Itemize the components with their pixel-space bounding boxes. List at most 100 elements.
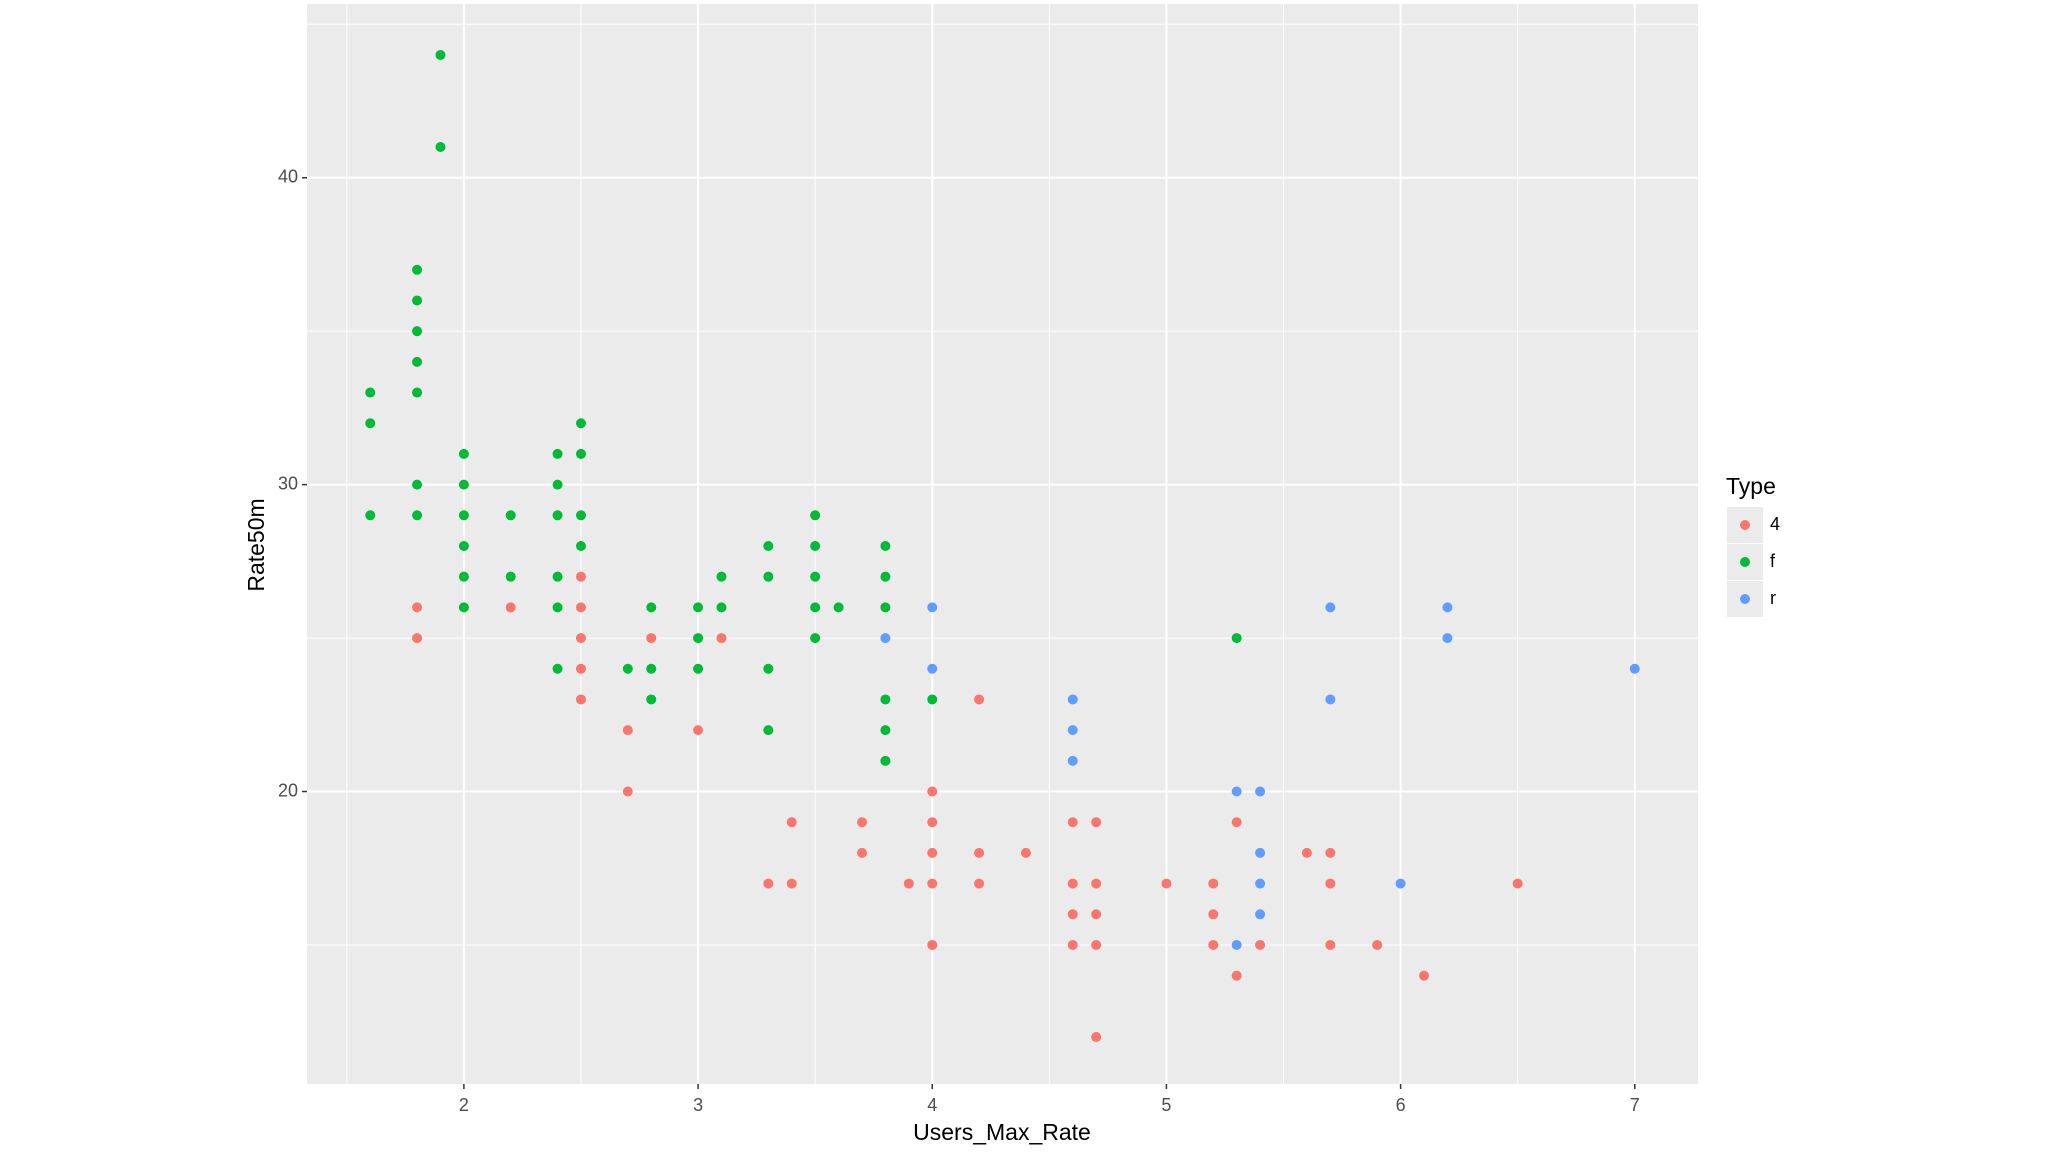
point: [927, 786, 938, 797]
legend-marker: [1740, 520, 1750, 530]
point: [1325, 602, 1336, 613]
point: [927, 817, 938, 828]
point: [505, 510, 516, 521]
point: [1067, 939, 1078, 950]
y-tick-label: 20: [278, 780, 298, 800]
point: [646, 602, 657, 613]
point: [1512, 878, 1523, 889]
point: [763, 540, 774, 551]
point: [458, 448, 469, 459]
y-tick-label: 30: [278, 473, 298, 493]
point: [575, 510, 586, 521]
point: [880, 755, 891, 766]
legend-label: r: [1770, 588, 1776, 608]
point: [646, 633, 657, 644]
point: [1255, 909, 1266, 920]
point: [435, 49, 446, 60]
point: [880, 602, 891, 613]
point: [435, 142, 446, 153]
point: [1067, 909, 1078, 920]
point: [974, 878, 985, 889]
point: [1067, 755, 1078, 766]
point: [856, 817, 867, 828]
point: [1395, 878, 1406, 889]
point: [1091, 939, 1102, 950]
y-axis-label: Rate50m: [243, 498, 269, 591]
point: [810, 602, 821, 613]
point: [1091, 1032, 1102, 1043]
point: [1325, 694, 1336, 705]
point: [1208, 878, 1219, 889]
point: [552, 510, 563, 521]
point: [716, 571, 727, 582]
point: [786, 817, 797, 828]
point: [1231, 633, 1242, 644]
point: [365, 510, 376, 521]
y-tick-label: 40: [278, 166, 298, 186]
x-tick-label: 4: [927, 1095, 937, 1115]
point: [575, 663, 586, 674]
point: [927, 663, 938, 674]
point: [833, 602, 844, 613]
point: [1442, 633, 1453, 644]
point: [927, 847, 938, 858]
point: [412, 602, 423, 613]
point: [412, 295, 423, 306]
point: [810, 540, 821, 551]
point: [974, 847, 985, 858]
point: [646, 663, 657, 674]
point: [552, 448, 563, 459]
point: [1629, 663, 1640, 674]
point: [575, 448, 586, 459]
point: [622, 725, 633, 736]
point: [1442, 602, 1453, 613]
point: [505, 571, 516, 582]
point: [856, 847, 867, 858]
point: [1255, 786, 1266, 797]
point: [412, 510, 423, 521]
plot-area: [307, 4, 1698, 1084]
point: [412, 479, 423, 490]
point: [1419, 970, 1430, 981]
point: [412, 387, 423, 398]
point: [622, 786, 633, 797]
point: [505, 602, 516, 613]
point: [458, 510, 469, 521]
point: [458, 479, 469, 490]
point: [458, 540, 469, 551]
point: [1091, 817, 1102, 828]
point: [1067, 725, 1078, 736]
point: [575, 571, 586, 582]
point: [1231, 817, 1242, 828]
point: [1067, 694, 1078, 705]
x-tick-label: 2: [459, 1095, 469, 1115]
point: [880, 571, 891, 582]
point: [1067, 817, 1078, 828]
legend-marker: [1740, 557, 1750, 567]
point: [412, 326, 423, 337]
point: [810, 510, 821, 521]
point: [1372, 939, 1383, 950]
x-tick-label: 7: [1630, 1095, 1640, 1115]
point: [1255, 878, 1266, 889]
point: [1067, 878, 1078, 889]
point: [786, 878, 797, 889]
point: [575, 633, 586, 644]
point: [1091, 878, 1102, 889]
point: [552, 602, 563, 613]
point: [412, 356, 423, 367]
point: [1325, 939, 1336, 950]
point: [810, 571, 821, 582]
point: [880, 633, 891, 644]
point: [575, 694, 586, 705]
legend-label: f: [1770, 551, 1776, 571]
point: [1208, 909, 1219, 920]
panel-background: [307, 4, 1698, 1084]
point: [974, 694, 985, 705]
legend-marker: [1740, 594, 1750, 604]
point: [693, 602, 704, 613]
point: [716, 602, 727, 613]
point: [552, 479, 563, 490]
x-tick-label: 5: [1161, 1095, 1171, 1115]
